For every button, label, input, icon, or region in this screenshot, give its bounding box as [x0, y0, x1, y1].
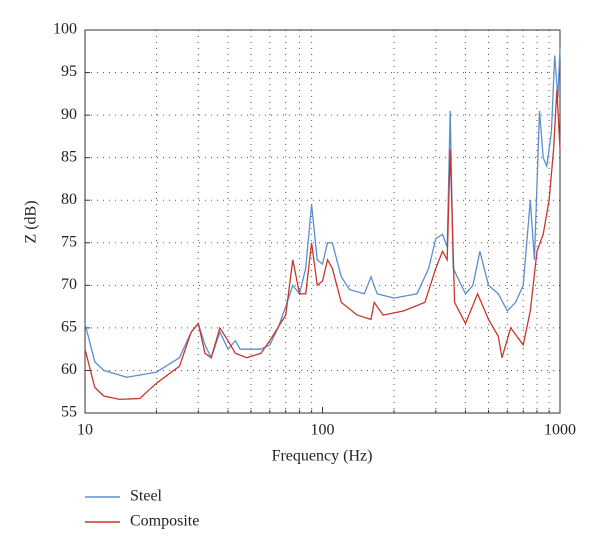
x-axis-label: Frequency (Hz) [272, 448, 373, 465]
plot-frame [84, 29, 561, 414]
y-tick-label: 85 [61, 148, 77, 165]
x-tick-label: 100 [311, 422, 335, 439]
y-tick-label: 75 [61, 233, 77, 250]
legend-label: Steel [130, 488, 163, 505]
series-line [84, 89, 561, 401]
y-axis-label: Z (dB) [23, 200, 40, 243]
legend-label: Composite [130, 513, 199, 530]
y-tick-label: 60 [61, 361, 77, 378]
y-tick-label: 55 [61, 404, 77, 421]
y-tick-label: 80 [61, 191, 77, 208]
y-tick-label: 70 [61, 276, 77, 293]
y-tick-label: 95 [61, 63, 77, 80]
y-tick-label: 100 [53, 21, 77, 38]
x-tick-label: 10 [77, 422, 93, 439]
y-tick-label: 65 [61, 319, 77, 336]
y-tick-label: 90 [61, 106, 77, 123]
x-tick-label: 1000 [544, 422, 576, 439]
